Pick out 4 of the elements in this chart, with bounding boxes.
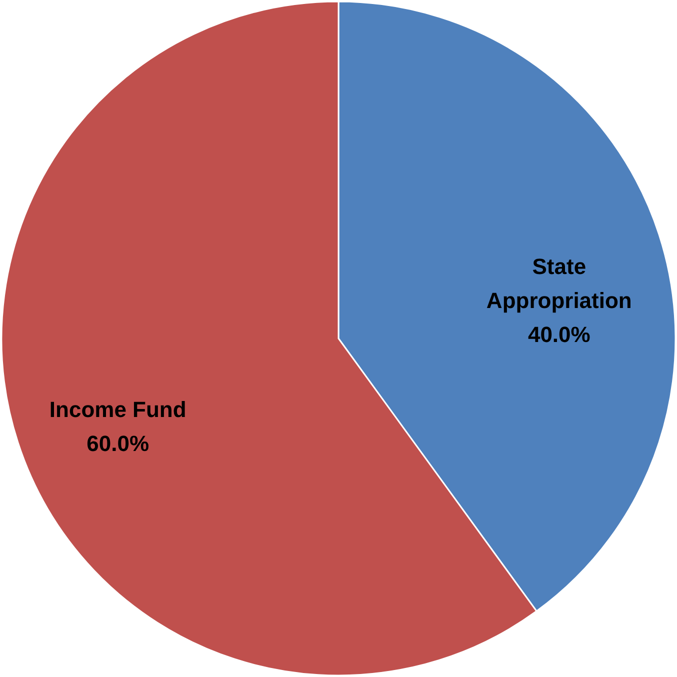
slice-label: Income Fund [49, 397, 186, 422]
slice-label: State Appropriation [486, 254, 632, 313]
data-label: 60.0% [86, 431, 150, 456]
data-label: 40.0% [528, 322, 590, 347]
